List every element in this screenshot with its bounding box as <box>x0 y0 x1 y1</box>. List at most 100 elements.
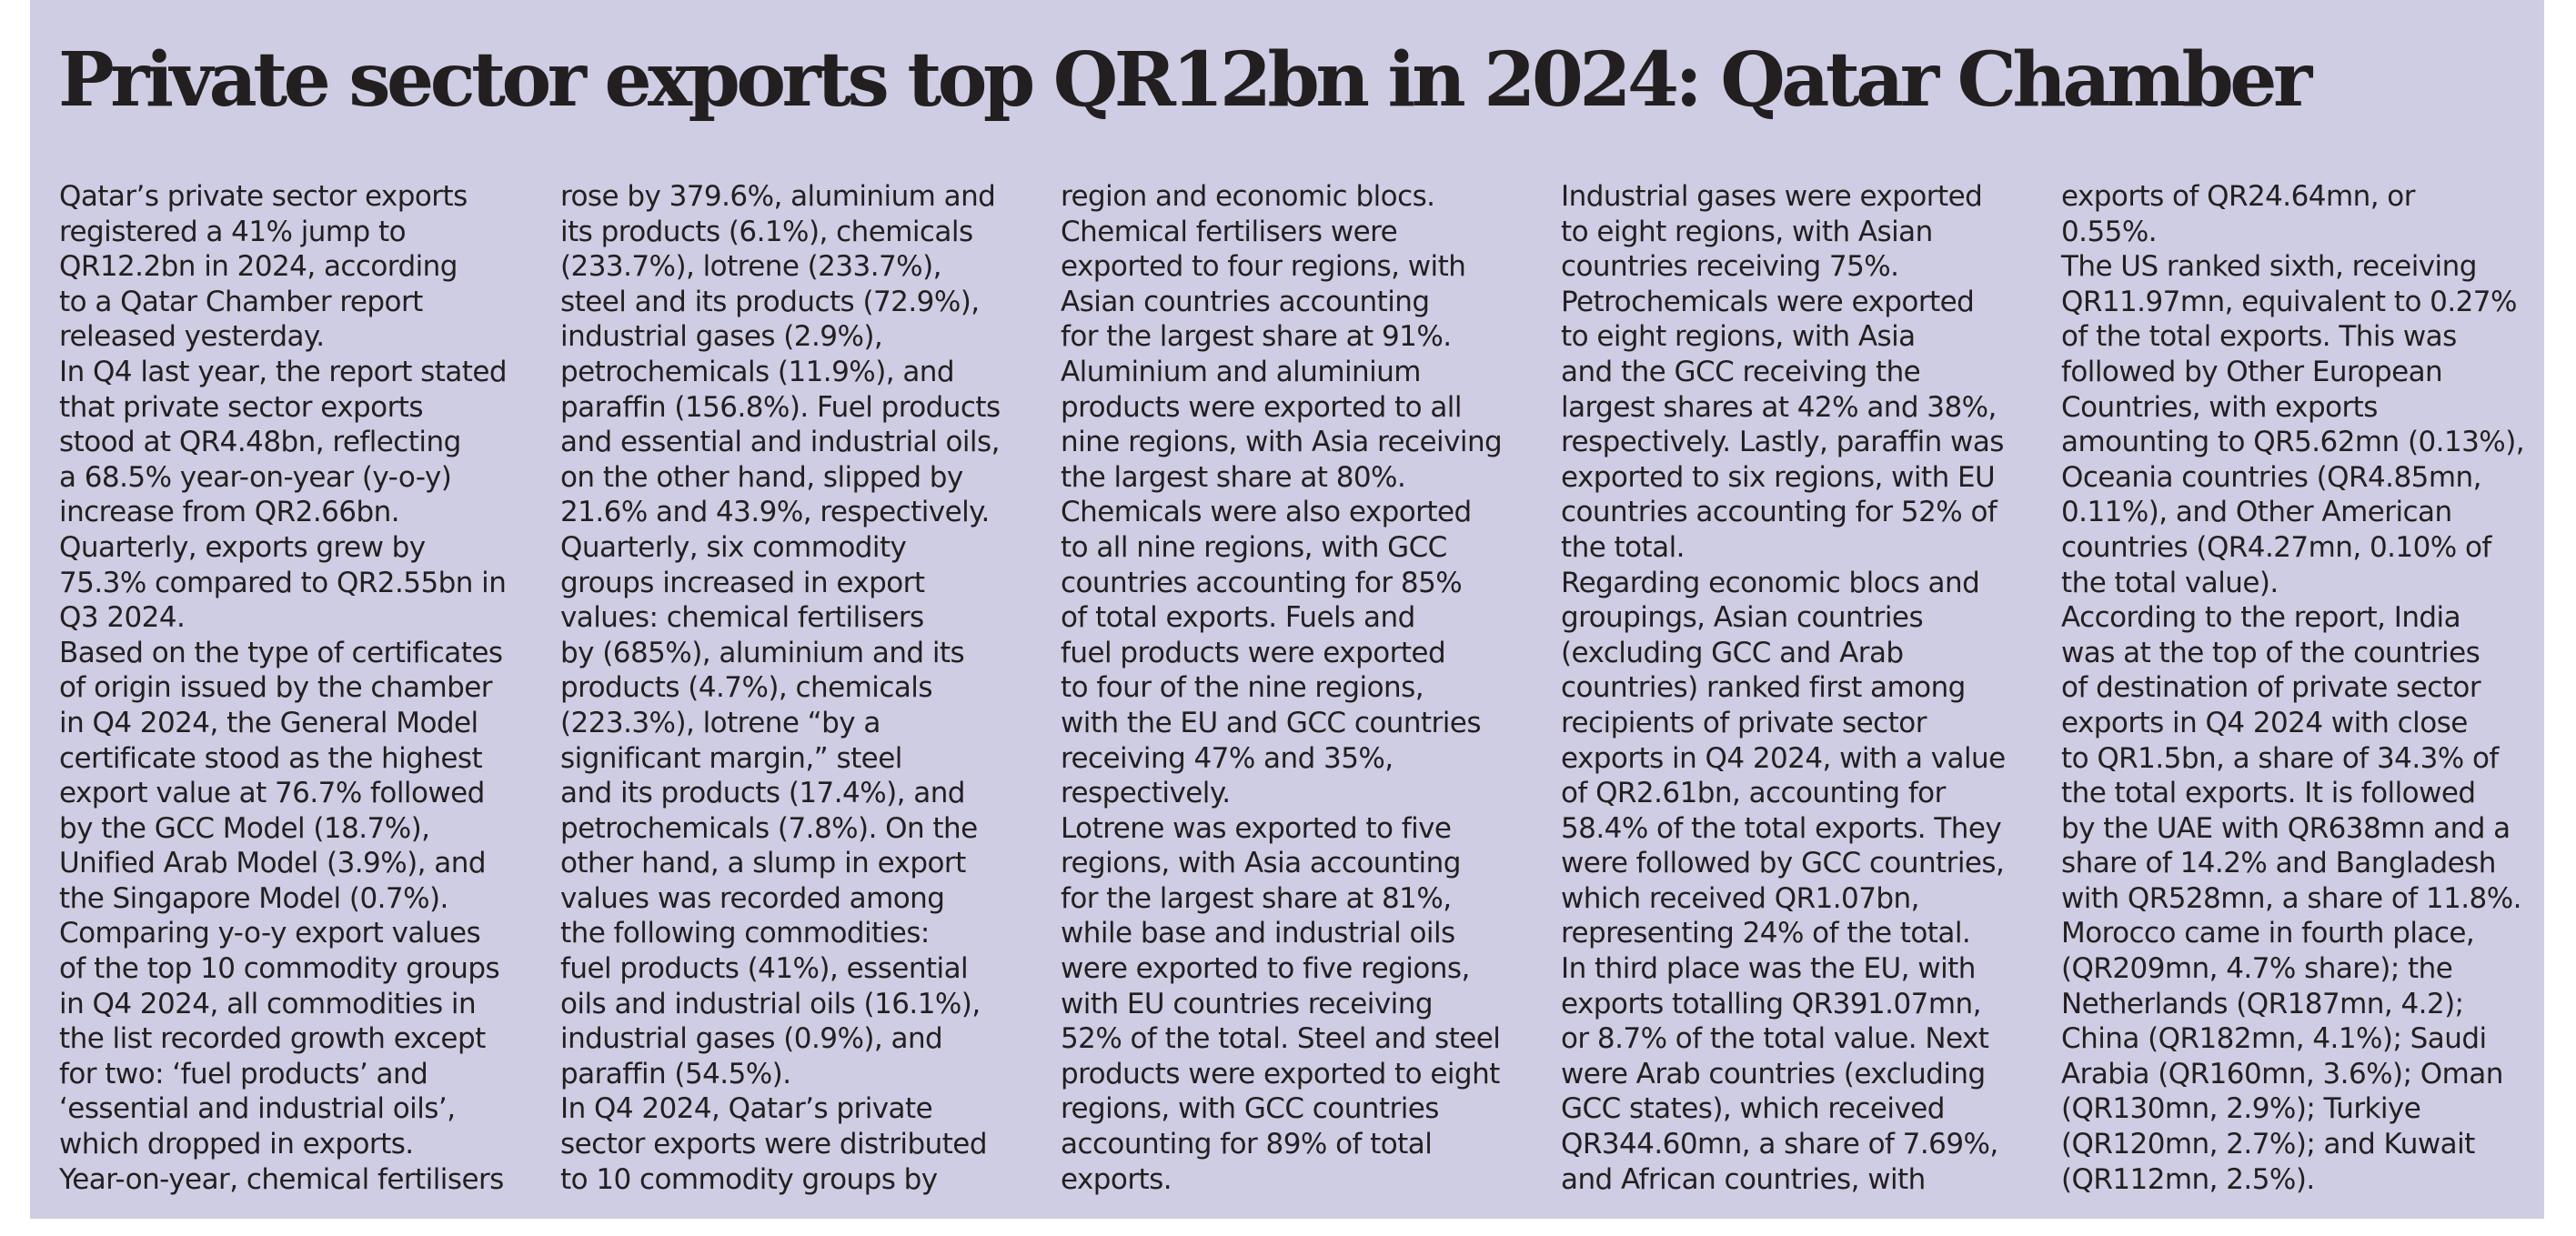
body-text-line: groupings, Asian countries <box>1561 601 1924 635</box>
body-text-line: were exported to five regions, <box>1061 952 1470 986</box>
body-text-line: that private sector exports <box>59 390 424 424</box>
body-text-line: receiving 47% and 35%, <box>1061 741 1394 775</box>
body-text-line: Netherlands (QR187mn, 4.2); <box>2061 987 2464 1020</box>
body-text-line: GCC states), which received <box>1561 1092 1945 1126</box>
body-text-line: of QR2.61bn, accounting for <box>1561 777 1946 810</box>
body-text-line: Unified Arab Model (3.9%), and <box>59 847 487 880</box>
body-text-line: to eight regions, with Asia <box>1561 320 1916 354</box>
body-text-line: Chemical fertilisers were <box>1061 215 1398 248</box>
body-text-line: of origin issued by the chamber <box>59 671 493 705</box>
body-text-line: exports of QR24.64mn, or <box>2061 180 2415 213</box>
body-text-line: steel and its products (72.9%), <box>560 285 980 318</box>
body-text-line: accounting for 89% of total <box>1061 1128 1433 1161</box>
body-text-line: exports totalling QR391.07mn, <box>1561 987 1981 1020</box>
body-text-line: recipients of private sector <box>1561 706 1927 739</box>
body-text-line: oils and industrial oils (16.1%), <box>560 987 981 1020</box>
body-text-line: nine regions, with Asia receiving <box>1061 426 1503 459</box>
article-column-5: exports of QR24.64mn, or 0.55%. The US ran… <box>2061 179 2552 1197</box>
body-text-line: representing 24% of the total. <box>1561 917 1971 950</box>
body-text-line: Chemicals were also exported <box>1061 496 1472 529</box>
body-text-line: Year-on-year, chemical fertilisers <box>59 1162 504 1196</box>
body-text-line: exports in Q4 2024 with close <box>2061 706 2468 739</box>
body-text-line: Regarding economic blocs and <box>1561 566 1980 599</box>
body-text-line: fuel products were exported <box>1061 636 1446 669</box>
body-text-line: petrochemicals (11.9%), and <box>560 355 955 388</box>
body-text-line: for two: ‘fuel products’ and <box>59 1057 428 1090</box>
body-text-line: values: chemical fertilisers <box>560 601 924 635</box>
body-text-line: by (685%), aluminium and its <box>560 636 965 669</box>
body-text-line: fuel products (41%), essential <box>560 952 969 986</box>
body-text-line: region and economic blocs. <box>1061 180 1435 213</box>
body-text-line: by the UAE with QR638mn and a <box>2061 811 2511 845</box>
body-text-line: Based on the type of certificates <box>59 636 503 669</box>
body-text-line: for the largest share at 91%. <box>1061 320 1452 354</box>
headline: Private sector exports top QR12bn in 202… <box>58 36 2312 124</box>
body-text-line: and the GCC receiving the <box>1561 355 1921 388</box>
body-text-line: in Q4 2024, all commodities in <box>59 987 477 1020</box>
body-text-line: the list recorded growth except <box>59 1022 486 1056</box>
body-text-line: export value at 76.7% followed <box>59 777 485 810</box>
body-text-line: countries accounting for 52% of <box>1561 496 1997 529</box>
body-text-line: which dropped in exports. <box>59 1128 414 1161</box>
body-text-line: on the other hand, slipped by <box>560 460 963 494</box>
body-text-line: (223.3%), lotrene “by a <box>560 706 880 739</box>
body-text-line: to four of the nine regions, <box>1061 671 1424 705</box>
body-text-line: industrial gases (0.9%), and <box>560 1022 943 1056</box>
body-text-line: paraffin (54.5%). <box>560 1057 791 1090</box>
body-text-line: Asian countries accounting <box>1061 285 1430 318</box>
body-text-line: followed by Other European <box>2061 355 2443 388</box>
body-text-line: while base and industrial oils <box>1061 917 1455 950</box>
body-text-line: Lotrene was exported to five <box>1061 811 1452 845</box>
body-text-line: QR11.97mn, equivalent to 0.27% <box>2061 285 2517 318</box>
body-text-line: rose by 379.6%, aluminium and <box>560 180 996 213</box>
body-text-line: (excluding GCC and Arab <box>1561 636 1904 669</box>
body-text-line: respectively. <box>1061 777 1231 810</box>
body-text-line: share of 14.2% and Bangladesh <box>2061 847 2496 880</box>
body-text-line: Quarterly, six commodity <box>560 530 907 564</box>
body-text-line: products were exported to eight <box>1061 1057 1500 1090</box>
body-text-line: petrochemicals (7.8%). On the <box>560 811 978 845</box>
body-text-line: were followed by GCC countries, <box>1561 847 2005 880</box>
body-text-line: Q3 2024. <box>59 601 186 635</box>
body-text-line: QR344.60mn, a share of 7.69%, <box>1561 1128 1998 1161</box>
body-text-line: Qatar’s private sector exports <box>59 180 468 213</box>
body-text-line: the following commodities: <box>560 917 930 950</box>
body-text-line: and its products (17.4%), and <box>560 777 965 810</box>
body-text-line: its products (6.1%), chemicals <box>560 215 973 248</box>
body-text-line: (QR120mn, 2.7%); and Kuwait <box>2061 1128 2475 1161</box>
body-text-line: the Singapore Model (0.7%). <box>59 881 448 915</box>
body-text-line: of total exports. Fuels and <box>1061 601 1415 635</box>
body-text-line: values was recorded among <box>560 881 945 915</box>
body-text-line: exports. <box>1061 1162 1172 1196</box>
article-column-2: rose by 379.6%, aluminium and its product… <box>560 179 1052 1197</box>
body-text-line: Morocco came in fourth place, <box>2061 917 2475 950</box>
body-text-line: 75.3% compared to QR2.55bn in <box>59 566 507 599</box>
body-text-line: paraffin (156.8%). Fuel products <box>560 390 1001 424</box>
body-text-line: the total exports. It is followed <box>2061 777 2476 810</box>
body-text-line: largest shares at 42% and 38%, <box>1561 390 1997 424</box>
body-text-line: with the EU and GCC countries <box>1061 706 1481 739</box>
body-text-line: in Q4 2024, the General Model <box>59 706 478 739</box>
body-text-line: the total value). <box>2061 566 2279 599</box>
body-text-line: of the top 10 commodity groups <box>59 952 500 986</box>
body-text-line: (QR112mn, 2.5%). <box>2061 1162 2315 1196</box>
body-text-line: regions, with GCC countries <box>1061 1092 1439 1126</box>
body-text-line: to QR1.5bn, a share of 34.3% of <box>2061 741 2499 775</box>
body-text-line: exported to six regions, with EU <box>1561 460 1996 494</box>
body-text-line: sector exports were distributed <box>560 1128 988 1161</box>
body-text-line: with QR528mn, a share of 11.8%. <box>2061 881 2522 915</box>
body-text-line: Arabia (QR160mn, 3.6%); Oman <box>2061 1057 2503 1090</box>
body-text-line: by the GCC Model (18.7%), <box>59 811 430 845</box>
body-text-line: According to the report, India <box>2061 601 2461 635</box>
body-text-line: to all nine regions, with GCC <box>1061 530 1447 564</box>
body-text-line: The US ranked sixth, receiving <box>2061 250 2477 284</box>
body-text-line: significant margin,” steel <box>560 741 902 775</box>
body-text-line: countries receiving 75%. <box>1561 250 1899 284</box>
body-text-line: and African countries, with <box>1561 1162 1926 1196</box>
body-text-line: ‘essential and industrial oils’, <box>59 1092 456 1126</box>
body-text-line: released yesterday. <box>59 320 325 354</box>
body-text-line: the largest share at 80%. <box>1061 460 1406 494</box>
article-panel: Private sector exports top QR12bn in 202… <box>30 0 2544 1219</box>
body-text-line: groups increased in export <box>560 566 925 599</box>
body-text-line: amounting to QR5.62mn (0.13%), <box>2061 426 2525 459</box>
